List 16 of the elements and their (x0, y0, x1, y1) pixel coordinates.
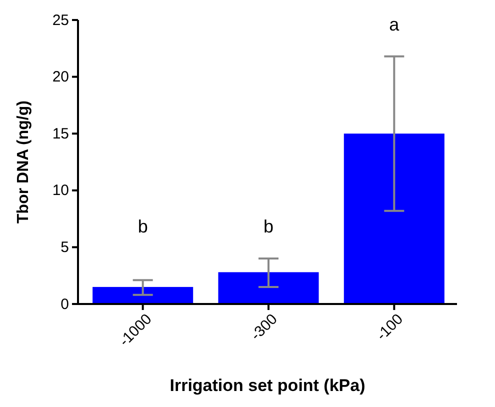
y-tick-label: 10 (52, 182, 69, 200)
annotation: a (389, 14, 400, 34)
y-tick-label: 0 (60, 296, 69, 313)
y-axis-title: Tbor DNA (ng/g) (15, 100, 32, 224)
y-tick-label: 20 (52, 68, 69, 86)
annotation: b (138, 216, 148, 237)
x-tick-label: -300 (248, 310, 281, 344)
bar (92, 286, 194, 304)
bar (344, 134, 444, 304)
y-tick-label: 15 (52, 125, 69, 142)
bar (218, 272, 319, 304)
y-tick-label: 25 (52, 12, 69, 29)
annotation: b (263, 216, 274, 237)
x-axis-title: Irrigation set point (kPa) (170, 376, 366, 395)
x-tick-label: -100 (373, 310, 407, 344)
y-tick-label: 5 (60, 239, 69, 256)
